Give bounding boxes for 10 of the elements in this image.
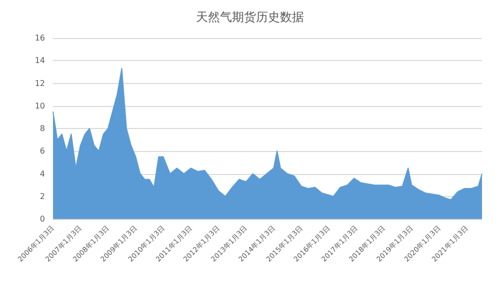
y-tick-label: 8: [40, 124, 45, 133]
y-tick-label: 2: [40, 192, 45, 201]
y-tick-label: 14: [34, 56, 45, 66]
y-tick-label: 16: [34, 34, 45, 42]
y-tick-label: 4: [40, 169, 45, 178]
y-tick-label: 6: [40, 146, 45, 156]
chart-title: 天然气期货历史数据: [196, 10, 304, 24]
y-tick-label: 12: [34, 78, 45, 88]
y-tick-label: 10: [34, 101, 45, 110]
y-tick-label: 0: [40, 214, 45, 224]
